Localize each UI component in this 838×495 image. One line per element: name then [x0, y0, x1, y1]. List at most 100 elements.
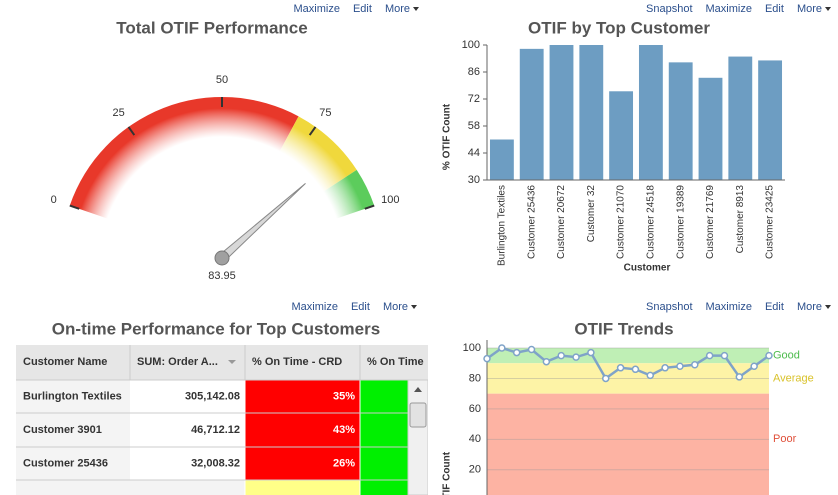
toolbar-link[interactable]: Edit: [351, 301, 370, 313]
gauge-tick: [308, 126, 317, 136]
bar: [758, 60, 783, 180]
y-tick-label: 20: [469, 464, 481, 476]
toolbar-link[interactable]: Snapshot: [646, 301, 692, 313]
cell: [359, 379, 409, 414]
y-tick-label: 58: [468, 120, 480, 132]
gauge-tick-label: 25: [113, 107, 125, 119]
x-tick-label: Customer 32: [586, 185, 597, 243]
gauge-tick-label: 75: [319, 107, 331, 119]
cell-text: 26%: [333, 457, 355, 469]
toolbar-link[interactable]: Edit: [765, 301, 784, 313]
cell-text: Burlington Textiles: [23, 390, 122, 402]
point: [601, 374, 610, 383]
scrollbar: [407, 379, 428, 495]
cell: [130, 480, 245, 495]
point: [616, 364, 625, 372]
bar: [549, 45, 574, 180]
x-tick-label: Customer 25436: [526, 185, 537, 259]
cell-text: 305,142.08: [185, 390, 240, 402]
toolbar-link[interactable]: Maximize: [706, 3, 752, 15]
bar: [668, 62, 693, 180]
toolbar-link[interactable]: Snapshot: [646, 3, 692, 15]
scroll-thumb: [409, 402, 427, 428]
toolbar-link[interactable]: Edit: [353, 3, 372, 15]
cell: [16, 480, 130, 495]
toolbar-link[interactable]: Maximize: [292, 301, 338, 313]
point: [735, 373, 744, 381]
x-tick-label: Customer 20672: [556, 185, 567, 259]
bar: [609, 91, 634, 180]
cell: [16, 413, 130, 447]
point: [720, 351, 729, 360]
cell-text: Customer 3901: [23, 424, 102, 436]
dropdown-arrow: [411, 305, 417, 309]
toolbar-link[interactable]: Maximize: [706, 301, 752, 313]
plot: [487, 347, 769, 495]
cell: [16, 380, 130, 413]
dropdown-arrow: [413, 7, 419, 11]
toolbar-link[interactable]: More: [383, 301, 408, 313]
point: [676, 362, 684, 371]
cell-text: 32,008.32: [191, 457, 240, 469]
column-header: SUM: Order A...: [137, 356, 218, 368]
x-tick-label: Customer 21769: [705, 185, 716, 259]
cell: [16, 447, 130, 480]
point: [572, 353, 580, 361]
point: [498, 344, 506, 352]
cell: [244, 379, 361, 414]
point: [483, 354, 491, 363]
point: [587, 348, 595, 357]
gauge-band: [279, 116, 357, 192]
toolbar-link[interactable]: More: [385, 3, 410, 15]
band: [487, 393, 769, 495]
y-tick-label: 30: [468, 174, 480, 186]
gauge-band: [323, 169, 375, 219]
gauge-tick: [69, 204, 80, 210]
sort-arrow: [228, 360, 236, 364]
toolbar-link[interactable]: More: [797, 301, 822, 313]
cell: [244, 412, 361, 448]
table-title: On-time Performance for Top Customers: [52, 319, 380, 338]
gauge-pivot: [214, 250, 230, 266]
toolbar-link[interactable]: Edit: [765, 3, 784, 15]
x-tick-label: Customer 24518: [646, 185, 657, 259]
bar: [638, 45, 663, 180]
bar: [728, 56, 753, 181]
point: [512, 348, 521, 357]
chart-title: OTIF Trends: [574, 319, 673, 338]
gauge-needle: [218, 182, 306, 262]
point: [705, 351, 714, 360]
cell-text: 46,712.12: [191, 424, 240, 436]
x-tick-label: Burlington Textiles: [497, 185, 508, 266]
point: [557, 351, 565, 360]
column-header: Customer Name: [23, 356, 107, 368]
y-tick-label: 60: [469, 403, 481, 415]
point: [750, 362, 758, 371]
table: Customer Name SUM: Order A... % On Time - …: [16, 345, 428, 495]
cell: [130, 380, 245, 413]
column-header: % On Time - CRD: [252, 356, 342, 368]
x-tick-label: Customer 23425: [765, 185, 776, 259]
dropdown-arrow: [825, 305, 831, 309]
band: [487, 348, 769, 364]
cell: [359, 446, 409, 481]
point: [646, 371, 655, 380]
x-tick-label: Customer 21070: [616, 185, 627, 259]
bar: [579, 45, 604, 180]
gauge-tick: [364, 204, 375, 210]
y-tick-label: 72: [468, 93, 480, 105]
bar: [489, 139, 514, 180]
header-bg: [16, 345, 428, 380]
dropdown-arrow: [825, 7, 831, 11]
cell: [244, 479, 361, 495]
point: [527, 345, 536, 354]
y-tick-label: 80: [469, 372, 481, 384]
band-label: Good: [773, 350, 800, 362]
toolbar-link[interactable]: More: [797, 3, 822, 15]
toolbar-link[interactable]: Maximize: [294, 3, 340, 15]
cell: [359, 412, 409, 448]
cell: [130, 413, 245, 447]
y-tick-label: 100: [462, 39, 480, 51]
bar: [698, 77, 723, 180]
